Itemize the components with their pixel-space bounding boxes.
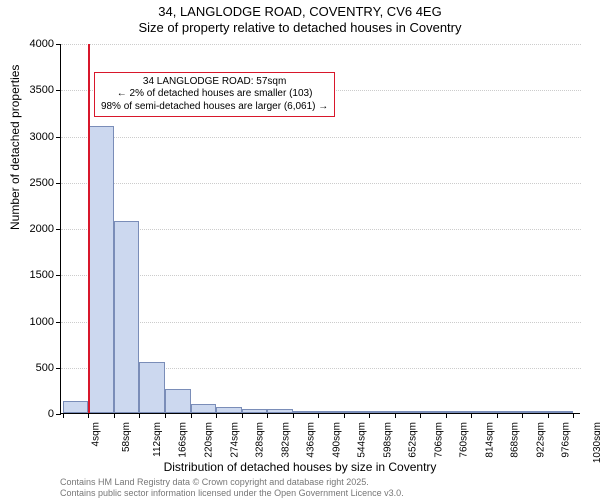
ytick-mark xyxy=(56,275,61,276)
xtick-mark xyxy=(165,413,166,418)
xtick-mark xyxy=(573,413,574,418)
bar xyxy=(88,126,114,413)
ytick-mark xyxy=(56,183,61,184)
gridline-h xyxy=(61,44,581,45)
bar xyxy=(139,362,165,413)
xtick-label: 814sqm xyxy=(484,422,495,458)
reference-line xyxy=(88,44,90,413)
xtick-mark xyxy=(191,413,192,418)
xtick-mark xyxy=(471,413,472,418)
bar xyxy=(497,411,523,413)
xtick-mark xyxy=(446,413,447,418)
bar xyxy=(369,411,395,413)
xtick-label: 166sqm xyxy=(178,422,189,458)
plot-area: 34 LANGLODGE ROAD: 57sqm← 2% of detached… xyxy=(60,44,580,414)
xtick-label: 436sqm xyxy=(306,422,317,458)
footer-attribution: Contains HM Land Registry data © Crown c… xyxy=(60,477,404,498)
ytick-mark xyxy=(56,44,61,45)
xtick-label: 652sqm xyxy=(408,422,419,458)
xtick-mark xyxy=(318,413,319,418)
ytick-mark xyxy=(56,322,61,323)
bar xyxy=(522,411,548,413)
ytick-label: 500 xyxy=(14,362,54,374)
xtick-label: 220sqm xyxy=(204,422,215,458)
bar xyxy=(420,411,446,413)
xtick-label: 1030sqm xyxy=(592,422,600,463)
gridline-h xyxy=(61,137,581,138)
x-axis-label: Distribution of detached houses by size … xyxy=(0,460,600,474)
xtick-label: 4sqm xyxy=(90,422,101,446)
ytick-label: 4000 xyxy=(14,38,54,50)
xtick-mark xyxy=(267,413,268,418)
chart-title-block: 34, LANGLODGE ROAD, COVENTRY, CV6 4EG Si… xyxy=(0,0,600,35)
xtick-mark xyxy=(497,413,498,418)
bar xyxy=(344,411,370,413)
bar xyxy=(267,409,293,413)
callout-line3: 98% of semi-detached houses are larger (… xyxy=(101,101,328,114)
bar xyxy=(395,411,421,413)
callout-box: 34 LANGLODGE ROAD: 57sqm← 2% of detached… xyxy=(94,72,335,118)
xtick-label: 922sqm xyxy=(535,422,546,458)
xtick-mark xyxy=(369,413,370,418)
bar xyxy=(318,411,344,413)
xtick-mark xyxy=(293,413,294,418)
ytick-label: 2500 xyxy=(14,177,54,189)
xtick-label: 382sqm xyxy=(280,422,291,458)
xtick-label: 868sqm xyxy=(510,422,521,458)
ytick-label: 2000 xyxy=(14,223,54,235)
xtick-mark xyxy=(548,413,549,418)
callout-line2: ← 2% of detached houses are smaller (103… xyxy=(101,88,328,101)
xtick-mark xyxy=(242,413,243,418)
title-line2: Size of property relative to detached ho… xyxy=(0,20,600,36)
bar xyxy=(165,389,191,413)
ytick-mark xyxy=(56,414,61,415)
xtick-label: 598sqm xyxy=(382,422,393,458)
xtick-mark xyxy=(344,413,345,418)
xtick-mark xyxy=(88,413,89,418)
xtick-label: 976sqm xyxy=(561,422,572,458)
callout-line1: 34 LANGLODGE ROAD: 57sqm xyxy=(101,76,328,89)
gridline-h xyxy=(61,183,581,184)
chart-area: 34 LANGLODGE ROAD: 57sqm← 2% of detached… xyxy=(60,44,580,414)
ytick-mark xyxy=(56,368,61,369)
xtick-label: 274sqm xyxy=(229,422,240,458)
xtick-label: 760sqm xyxy=(459,422,470,458)
xtick-mark xyxy=(63,413,64,418)
bar xyxy=(216,407,242,413)
ytick-mark xyxy=(56,137,61,138)
bar xyxy=(471,411,497,413)
xtick-label: 490sqm xyxy=(331,422,342,458)
xtick-mark xyxy=(216,413,217,418)
title-line1: 34, LANGLODGE ROAD, COVENTRY, CV6 4EG xyxy=(0,4,600,20)
bar xyxy=(548,411,574,413)
xtick-mark xyxy=(522,413,523,418)
xtick-label: 112sqm xyxy=(152,422,163,457)
footer-line2: Contains public sector information licen… xyxy=(60,488,404,498)
footer-line1: Contains HM Land Registry data © Crown c… xyxy=(60,477,404,487)
bar xyxy=(63,401,89,413)
xtick-mark xyxy=(139,413,140,418)
bar xyxy=(446,411,472,413)
ytick-label: 1000 xyxy=(14,316,54,328)
xtick-label: 544sqm xyxy=(357,422,368,458)
bar xyxy=(191,404,217,413)
ytick-label: 0 xyxy=(14,408,54,420)
ytick-mark xyxy=(56,90,61,91)
xtick-mark xyxy=(114,413,115,418)
xtick-mark xyxy=(395,413,396,418)
ytick-mark xyxy=(56,229,61,230)
bar xyxy=(242,409,268,413)
xtick-mark xyxy=(420,413,421,418)
xtick-label: 706sqm xyxy=(433,422,444,458)
xtick-label: 328sqm xyxy=(255,422,266,458)
bar xyxy=(114,221,140,413)
bar xyxy=(293,411,319,413)
ytick-label: 3000 xyxy=(14,131,54,143)
xtick-label: 58sqm xyxy=(121,422,132,452)
ytick-label: 3500 xyxy=(14,84,54,96)
ytick-label: 1500 xyxy=(14,269,54,281)
